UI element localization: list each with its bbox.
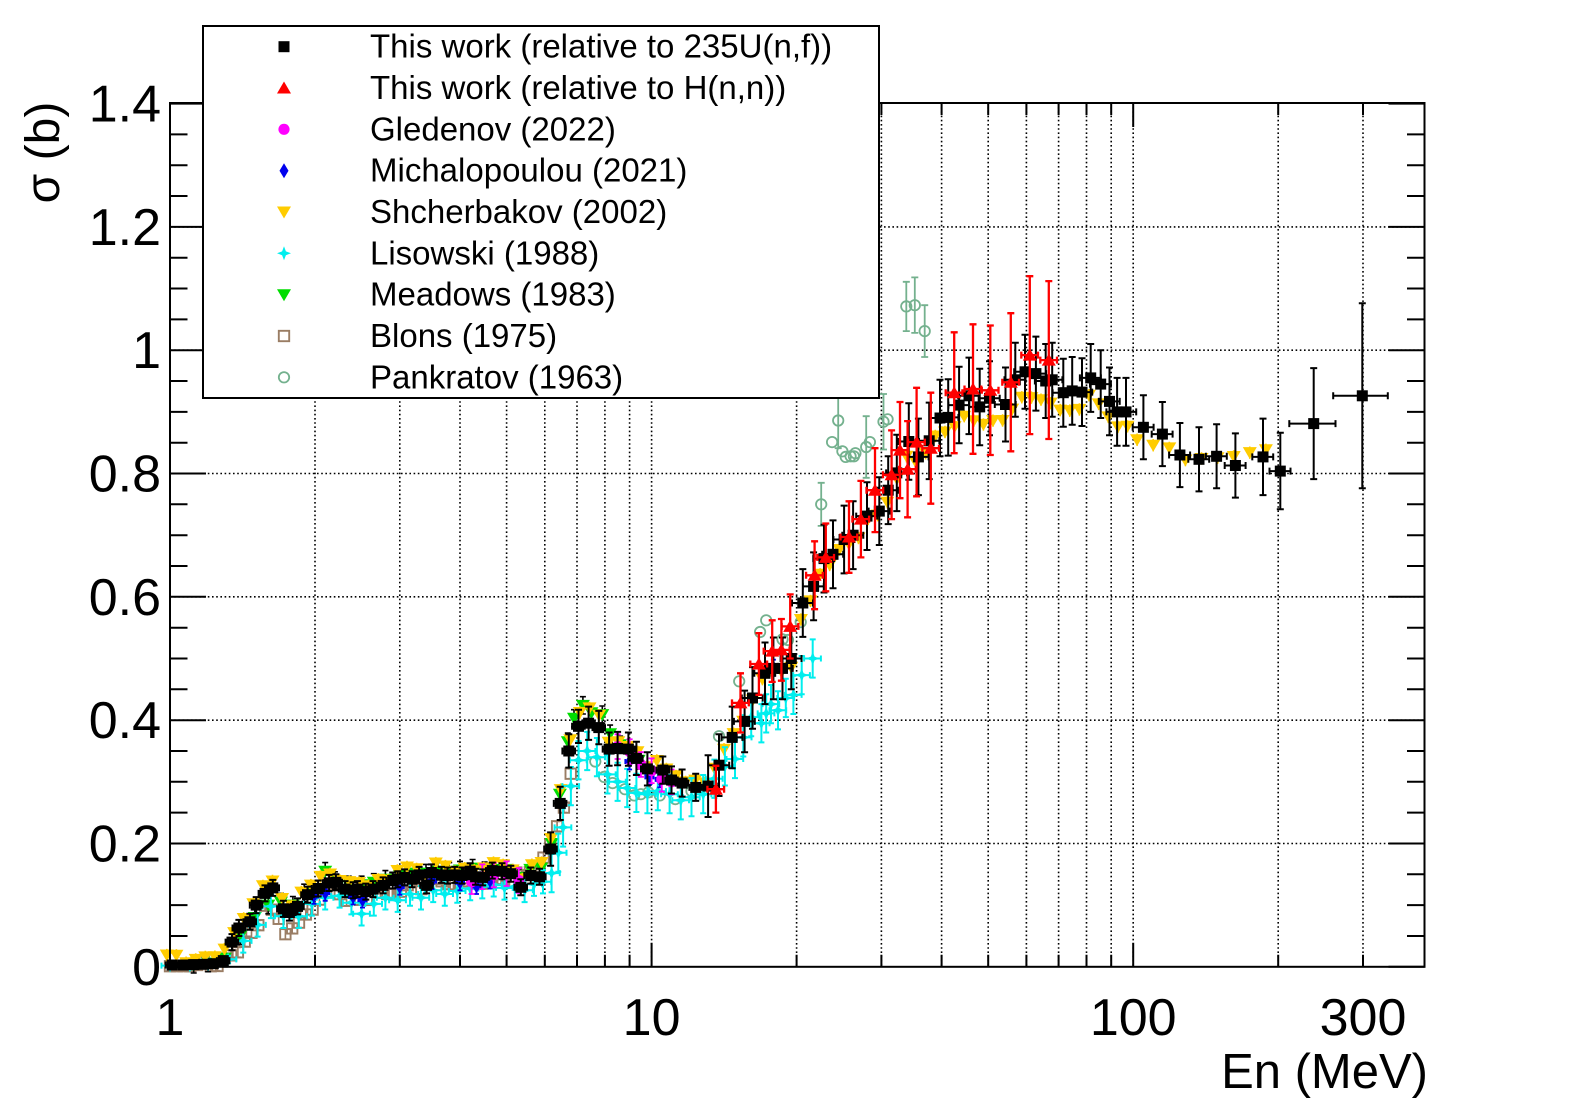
svg-text:0.6: 0.6 [89,569,161,627]
svg-text:Blons (1975): Blons (1975) [370,317,557,354]
svg-text:Shcherbakov (2002): Shcherbakov (2002) [370,193,667,230]
svg-text:0.2: 0.2 [89,816,161,874]
svg-text:10: 10 [623,989,681,1047]
svg-text:Gledenov (2022): Gledenov (2022) [370,110,616,147]
svg-text:Meadows (1983): Meadows (1983) [370,276,616,313]
svg-text:0.8: 0.8 [89,446,161,504]
svg-text:1: 1 [156,989,185,1047]
svg-text:Pankratov (1963): Pankratov (1963) [370,358,623,395]
svg-text:This work (relative to 235U(n,: This work (relative to 235U(n,f)) [370,28,832,65]
svg-text:σ (b): σ (b) [17,102,70,204]
svg-text:Lisowski (1988): Lisowski (1988) [370,234,599,271]
svg-text:Michalopoulou (2021): Michalopoulou (2021) [370,152,687,189]
svg-text:1.2: 1.2 [89,199,161,257]
svg-text:1: 1 [132,322,161,380]
svg-text:1.4: 1.4 [89,76,161,134]
svg-text:300: 300 [1320,989,1407,1047]
svg-text:This work (relative to H(n,n)): This work (relative to H(n,n)) [370,69,786,106]
svg-text:100: 100 [1090,989,1177,1047]
svg-text:0: 0 [132,939,161,997]
svg-text:En (MeV): En (MeV) [1221,1045,1428,1099]
svg-text:0.4: 0.4 [89,692,161,750]
